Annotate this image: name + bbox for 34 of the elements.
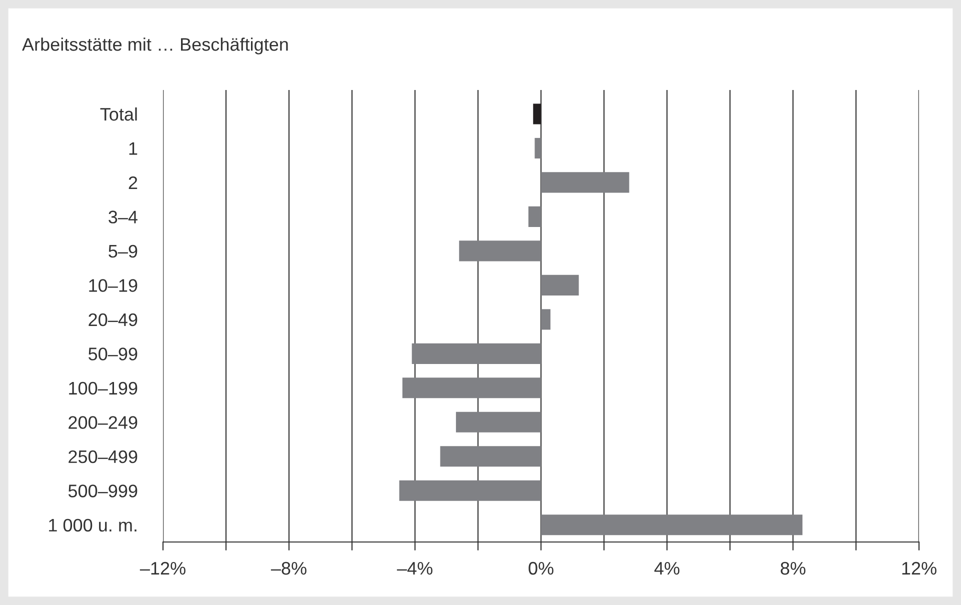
bar [541,309,550,330]
bar [456,412,541,432]
y-tick-label: 2 [128,176,138,189]
y-tick-label: 3–4 [108,210,138,224]
y-tick-label: Total [100,107,137,121]
bar [534,138,541,158]
y-tick-label: 250–499 [68,450,138,464]
y-tick-label: 500–999 [68,484,138,498]
bar [533,104,541,124]
bar [528,206,541,227]
y-tick-label: 200–249 [68,416,138,429]
y-tick-label: 10–19 [89,279,138,292]
bar [412,343,541,364]
bar [541,172,630,193]
x-tick-label: 12% [902,562,936,575]
x-tick-label: –8% [270,562,306,575]
x-tick-label: –4% [396,562,432,575]
x-tick-label: 8% [780,562,806,575]
y-tick-label: 1 000 u. m. [49,518,136,532]
bar [440,446,541,467]
bar [541,514,802,536]
bar [459,240,541,262]
x-tick-label: 4% [654,562,680,575]
y-tick-label: 50–99 [88,348,138,360]
bar [399,480,541,501]
y-tick-label: 5–9 [108,244,138,258]
bar [541,274,579,296]
y-tick-label: 20–49 [88,313,138,326]
x-tick-label: 0% [528,562,554,575]
bar [402,378,541,398]
chart-title: Arbeitsstätte mit … Beschäftigten [22,38,288,54]
y-tick-label: 1 [129,142,138,155]
x-tick-label: –12% [140,562,186,575]
y-tick-label: 100–199 [69,382,138,395]
